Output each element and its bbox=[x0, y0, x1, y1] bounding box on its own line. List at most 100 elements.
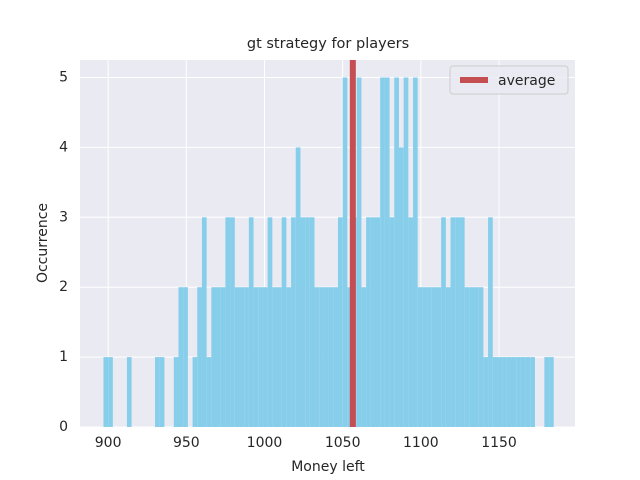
bar bbox=[384, 77, 390, 427]
bar bbox=[497, 357, 503, 427]
bar bbox=[103, 357, 109, 427]
x-tick-label: 950 bbox=[173, 435, 200, 451]
bar bbox=[267, 217, 273, 427]
bar bbox=[520, 357, 526, 427]
bar bbox=[272, 287, 277, 427]
bar bbox=[427, 287, 432, 427]
bar bbox=[511, 357, 517, 427]
bar bbox=[108, 357, 113, 427]
bar bbox=[262, 287, 268, 427]
bar bbox=[305, 217, 310, 427]
bar bbox=[253, 287, 259, 427]
bar bbox=[178, 287, 184, 427]
y-tick-label: 2 bbox=[59, 279, 68, 295]
bar bbox=[389, 217, 395, 427]
legend-box bbox=[449, 65, 569, 95]
bar bbox=[347, 287, 353, 427]
bar bbox=[502, 357, 507, 427]
bar bbox=[155, 357, 160, 427]
bar bbox=[506, 357, 512, 427]
bar bbox=[295, 147, 301, 427]
bar bbox=[450, 217, 456, 427]
bar bbox=[197, 287, 202, 427]
bar bbox=[361, 287, 367, 427]
bar bbox=[483, 357, 489, 427]
bar bbox=[403, 77, 409, 427]
bar bbox=[436, 287, 442, 427]
bar bbox=[441, 217, 446, 427]
x-tick-label: 1000 bbox=[247, 435, 283, 451]
bar bbox=[356, 77, 362, 427]
y-axis-label: Occurrence bbox=[35, 203, 51, 283]
x-tick-label: 1150 bbox=[481, 435, 517, 451]
bar bbox=[192, 357, 198, 427]
bar bbox=[422, 287, 428, 427]
bar bbox=[225, 217, 231, 427]
bar bbox=[478, 287, 484, 427]
bar bbox=[281, 217, 287, 427]
x-tick-label: 1100 bbox=[403, 435, 439, 451]
bar bbox=[244, 287, 249, 427]
bar bbox=[211, 287, 217, 427]
bar bbox=[314, 287, 320, 427]
bar bbox=[342, 77, 348, 427]
x-tick-label: 900 bbox=[95, 435, 122, 451]
bar bbox=[258, 287, 263, 427]
bar bbox=[216, 287, 221, 427]
bar bbox=[220, 287, 226, 427]
bar bbox=[408, 217, 414, 427]
bar bbox=[173, 357, 179, 427]
bar bbox=[319, 287, 324, 427]
y-tick-label: 3 bbox=[59, 209, 68, 225]
bar bbox=[516, 357, 521, 427]
bar bbox=[291, 217, 296, 427]
chart-title: gt strategy for players bbox=[247, 36, 409, 52]
bar bbox=[380, 77, 385, 427]
overlay: average bbox=[349, 60, 569, 427]
bar bbox=[473, 287, 479, 427]
bar bbox=[248, 217, 254, 427]
bar bbox=[525, 357, 531, 427]
bar bbox=[159, 357, 165, 427]
bar bbox=[201, 217, 207, 427]
bar bbox=[464, 287, 470, 427]
y-tick-label: 4 bbox=[59, 139, 68, 155]
y-tick-label: 0 bbox=[59, 419, 68, 435]
bar bbox=[375, 217, 381, 427]
bar bbox=[488, 217, 493, 427]
bar bbox=[309, 217, 315, 427]
bar bbox=[459, 217, 465, 427]
bar bbox=[300, 217, 306, 427]
bar bbox=[417, 287, 423, 427]
bar bbox=[333, 287, 338, 427]
bars bbox=[103, 77, 554, 427]
bar bbox=[323, 287, 329, 427]
bar bbox=[206, 357, 212, 427]
bar bbox=[276, 287, 282, 427]
bar bbox=[337, 217, 343, 427]
y-tick-label: 1 bbox=[59, 349, 68, 365]
bar bbox=[366, 217, 371, 427]
bar bbox=[469, 287, 474, 427]
bar bbox=[183, 287, 188, 427]
x-tick-label: 1050 bbox=[325, 435, 361, 451]
bar bbox=[286, 287, 292, 427]
bar bbox=[431, 287, 437, 427]
x-axis-label: Money left bbox=[291, 459, 365, 475]
bar bbox=[455, 217, 460, 427]
bar bbox=[328, 287, 334, 427]
bar bbox=[126, 357, 132, 427]
bar bbox=[230, 217, 235, 427]
bar bbox=[239, 287, 245, 427]
bar bbox=[398, 147, 404, 427]
bar bbox=[394, 77, 399, 427]
bar bbox=[530, 357, 535, 427]
bar bbox=[549, 357, 554, 427]
bar bbox=[413, 77, 418, 427]
y-tick-label: 5 bbox=[59, 69, 68, 85]
bar bbox=[544, 357, 550, 427]
legend-label: average bbox=[498, 73, 555, 89]
bar bbox=[445, 287, 451, 427]
bar bbox=[370, 217, 376, 427]
